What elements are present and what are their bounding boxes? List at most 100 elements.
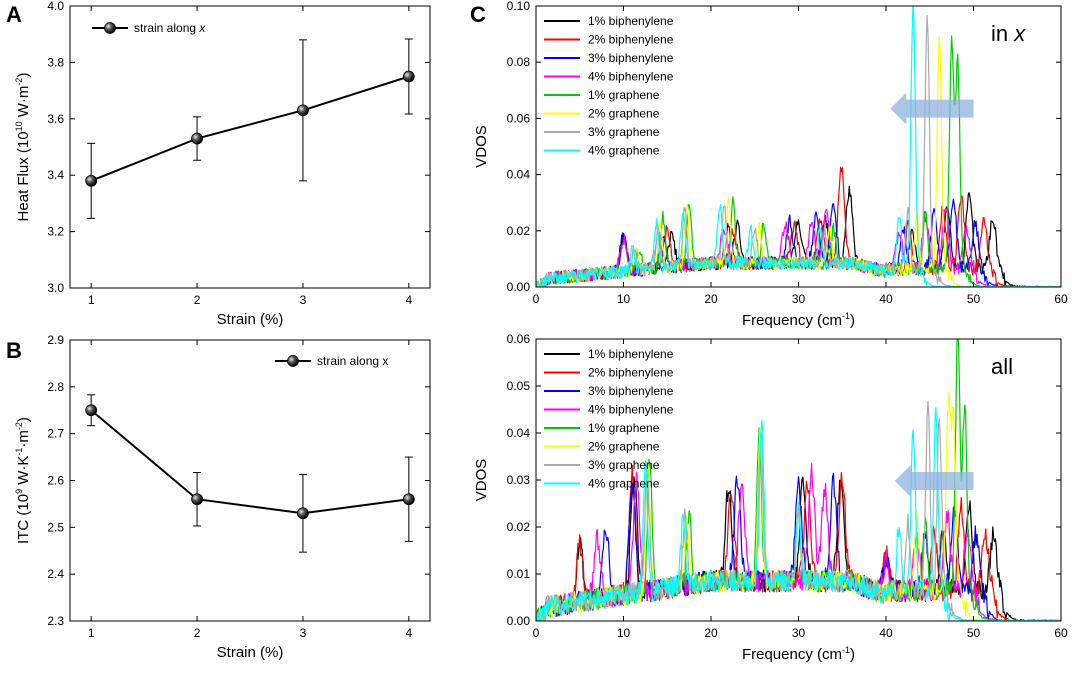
legend-label: 4% biphenylene — [588, 70, 674, 84]
x-tick-label: 2 — [194, 293, 201, 307]
legend-label: 3% graphene — [588, 458, 660, 472]
x-tick-label: 3 — [300, 293, 307, 307]
x-tick-label: 50 — [967, 626, 981, 640]
y-tick-label: 2.8 — [47, 380, 64, 394]
panel-annotation: all — [991, 354, 1013, 379]
y-tick-label: 0.03 — [507, 473, 531, 487]
data-point — [85, 404, 98, 417]
data-point — [297, 104, 309, 117]
y-tick-label: 0.04 — [507, 426, 531, 440]
data-point — [85, 174, 98, 187]
legend-item: 4% biphenylene — [544, 403, 674, 417]
legend-label: 1% graphene — [588, 421, 660, 435]
x-tick-label: 1 — [88, 626, 95, 640]
panel-C2: 0 10 20 30 40 50 600.000.010.020.030.040.050.0… — [473, 332, 1068, 663]
legend-item: 3% biphenylene — [544, 51, 674, 65]
series-line — [536, 407, 1061, 621]
series-line — [90, 409, 409, 515]
x-tick-label: 2 — [194, 626, 201, 640]
y-tick-label: 2.4 — [47, 567, 64, 581]
panel-label: A — [6, 2, 22, 27]
legend-marker — [287, 355, 299, 367]
panel-label: C — [470, 2, 486, 27]
legend-item: 4% graphene — [544, 477, 660, 491]
legend: strain along x — [92, 21, 206, 35]
legend-item: 2% biphenylene — [544, 366, 674, 380]
legend-label: 1% biphenylene — [588, 347, 674, 361]
legend-label: 2% graphene — [588, 440, 660, 454]
legend-label: 4% biphenylene — [588, 403, 674, 417]
y-axis: 0.00 0.01 0.02 0.03 0.04 0.05 0.06 — [507, 332, 1061, 628]
x-tick-label: 3 — [300, 626, 307, 640]
series-line — [536, 6, 1061, 287]
x-tick-label: 1 — [88, 293, 95, 307]
shift-arrow — [894, 464, 974, 497]
x-axis: 1 2 3 4 — [88, 6, 412, 307]
x-axis-title: Strain (%) — [217, 644, 284, 661]
legend-item: 1% biphenylene — [544, 14, 674, 28]
data-point — [297, 507, 309, 520]
y-axis-title: ITC (109 W·K-1·m-2) — [14, 417, 32, 544]
y-tick-label: 0.02 — [507, 520, 531, 534]
legend-item: 1% graphene — [544, 421, 660, 435]
x-axis: 0 10 20 30 40 50 60 — [533, 339, 1068, 640]
legend-label: 4% graphene — [588, 144, 660, 158]
legend-label: strain along x — [134, 21, 206, 35]
y-tick-label: 0.06 — [507, 111, 531, 125]
y-tick-label: 0.06 — [507, 332, 531, 346]
series-line — [536, 463, 1061, 621]
x-tick-label: 30 — [792, 292, 806, 306]
y-tick-label: 4.0 — [47, 0, 64, 13]
x-tick-label: 20 — [704, 626, 718, 640]
legend-item: 2% graphene — [544, 440, 660, 454]
x-axis: 1 2 3 4 — [88, 340, 412, 640]
x-tick-label: 0 — [533, 626, 540, 640]
y-axis: 3.0 3.2 3.4 3.6 3.8 4.0 — [47, 0, 430, 295]
legend-item: 2% graphene — [544, 107, 660, 121]
y-axis: 0.00 0.02 0.04 0.06 0.08 0.10 — [507, 0, 1061, 294]
x-axis-title: Strain (%) — [217, 311, 284, 328]
y-tick-label: 0.00 — [507, 614, 531, 628]
shift-arrow — [890, 92, 974, 125]
data-point — [402, 493, 415, 506]
x-tick-label: 60 — [1054, 292, 1068, 306]
x-tick-label: 40 — [879, 292, 893, 306]
y-tick-label: 2.7 — [47, 427, 64, 441]
x-tick-label: 10 — [617, 626, 631, 640]
x-tick-label: 40 — [879, 626, 893, 640]
legend-item: 1% graphene — [544, 88, 660, 102]
y-tick-label: 0.00 — [507, 280, 531, 294]
panel-A: 1 2 3 4 3.0 3.2 3.4 3.6 3.8 4.0 strain along x Stra… — [6, 0, 431, 328]
data-point — [191, 132, 203, 145]
y-tick-label: 3.2 — [47, 225, 64, 239]
legend-label: 1% graphene — [588, 88, 660, 102]
legend-label: 3% biphenylene — [588, 51, 674, 65]
x-tick-label: 10 — [617, 292, 631, 306]
legend: 1% biphenylene 2% biphenylene 3% biphenyle… — [544, 14, 674, 158]
legend-item: 4% biphenylene — [544, 70, 674, 84]
y-tick-label: 0.05 — [507, 379, 531, 393]
legend-label: 3% graphene — [588, 125, 660, 139]
plot-frame — [69, 5, 431, 289]
y-tick-label: 0.10 — [507, 0, 531, 13]
x-tick-label: 60 — [1054, 626, 1068, 640]
x-axis: 0 10 20 30 40 50 60 — [533, 6, 1068, 306]
plot-frame — [69, 339, 431, 622]
y-axis-title: VDOS — [473, 125, 490, 168]
legend-marker — [104, 22, 116, 34]
y-tick-label: 0.02 — [507, 224, 531, 238]
x-axis-title: Frequency (cm-1) — [742, 645, 855, 663]
y-tick-label: 2.3 — [47, 614, 64, 628]
data-point — [402, 70, 415, 83]
y-axis-title: Heat Flux (1010 W·m-2) — [14, 73, 32, 222]
legend-label: 4% graphene — [588, 477, 660, 491]
series-line — [536, 464, 1061, 621]
x-axis-title: Frequency (cm-1) — [742, 311, 855, 329]
y-tick-label: 0.08 — [507, 55, 531, 69]
legend-label: 2% biphenylene — [588, 366, 674, 380]
panel-annotation: in x — [991, 21, 1026, 46]
legend-label: 2% biphenylene — [588, 33, 674, 47]
x-tick-label: 20 — [704, 292, 718, 306]
legend-item: 2% biphenylene — [544, 33, 674, 47]
